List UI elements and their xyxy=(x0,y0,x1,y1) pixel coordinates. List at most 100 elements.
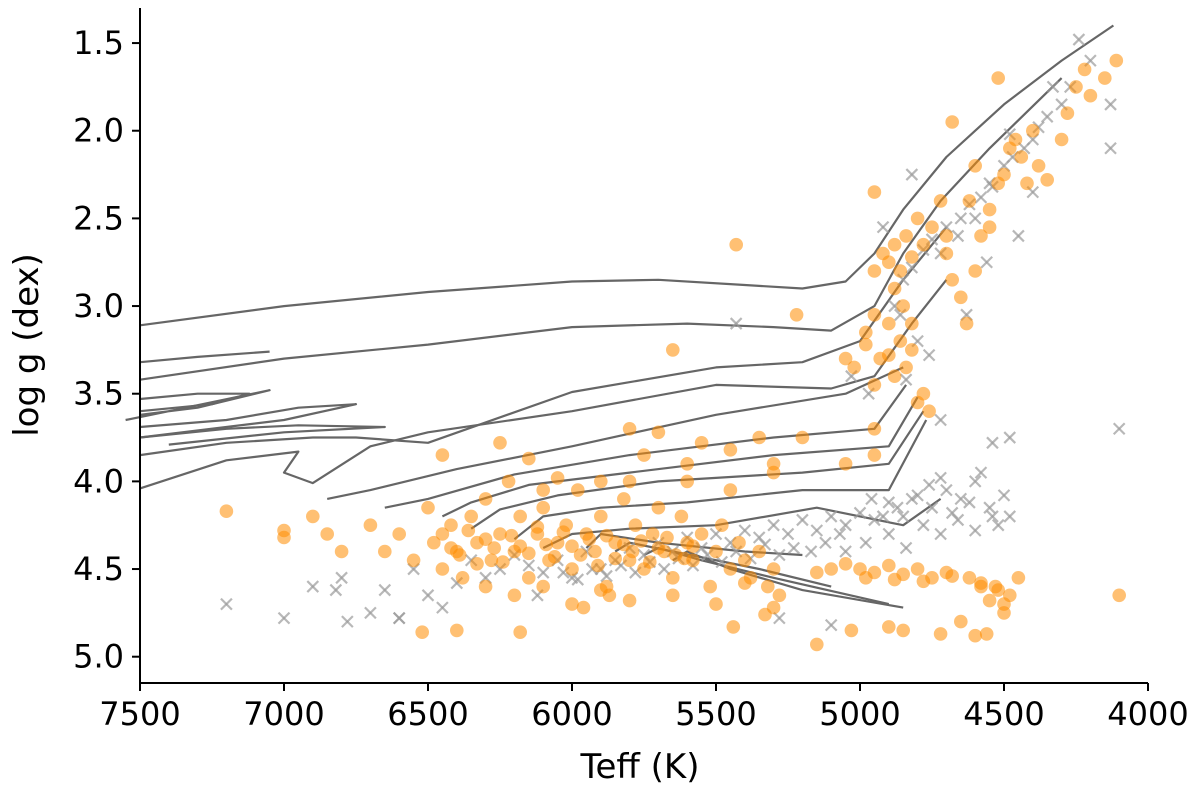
dot-marker-point xyxy=(887,237,902,252)
x-marker-point xyxy=(954,212,968,225)
isochrone-tracks xyxy=(125,24,1115,609)
x-marker-point xyxy=(991,518,1005,532)
dot-marker-point xyxy=(536,483,550,497)
dot-marker-point xyxy=(729,237,743,252)
dot-marker-point xyxy=(556,525,571,539)
dot-marker-point xyxy=(660,530,674,545)
x-marker-point xyxy=(839,545,852,558)
dot-marker-point xyxy=(945,115,959,129)
axes xyxy=(139,8,1148,684)
x-marker-point xyxy=(882,527,896,541)
dot-marker-point xyxy=(637,448,651,462)
dot-marker-point xyxy=(910,562,925,576)
dot-marker-point xyxy=(645,527,660,541)
dot-marker-point xyxy=(694,436,709,450)
x-marker-point xyxy=(522,559,536,572)
x-marker-point xyxy=(1046,80,1060,94)
dot-marker-point xyxy=(674,509,689,524)
dot-marker-point xyxy=(968,159,982,173)
dot-marker-point xyxy=(893,264,908,278)
gray-x-markers xyxy=(220,33,1126,632)
dot-marker-point xyxy=(435,448,450,462)
dot-marker-point xyxy=(867,264,882,278)
dot-marker-point xyxy=(565,562,579,576)
dot-marker-point xyxy=(905,250,919,264)
dot-marker-point xyxy=(1069,80,1083,94)
x-marker-point xyxy=(767,518,780,532)
x-marker-point xyxy=(378,583,392,597)
dot-marker-point xyxy=(945,569,959,583)
dot-marker-point xyxy=(513,509,527,524)
x-marker-point xyxy=(600,569,613,583)
dot-marker-point xyxy=(810,637,824,652)
dot-marker-point xyxy=(452,548,467,562)
dot-marker-point xyxy=(504,528,519,543)
dot-marker-point xyxy=(622,474,637,489)
dot-marker-point xyxy=(709,544,723,559)
dot-marker-point xyxy=(882,255,896,269)
dot-marker-point xyxy=(844,623,859,638)
x-marker-point xyxy=(833,527,847,541)
dot-marker-point xyxy=(882,620,896,634)
dot-marker-point xyxy=(899,360,913,375)
dot-marker-point xyxy=(617,492,631,506)
x-marker-point xyxy=(787,541,801,555)
dot-marker-point xyxy=(939,229,954,243)
dot-marker-point xyxy=(1026,123,1040,138)
isochrone-track-13 xyxy=(470,410,925,530)
dot-marker-point xyxy=(634,534,648,548)
dot-marker-point xyxy=(306,509,320,524)
x-marker-point xyxy=(335,571,348,585)
dot-marker-point xyxy=(694,527,709,541)
dot-marker-point xyxy=(320,527,335,541)
x-marker-point xyxy=(306,580,320,593)
isochrone-track-7 xyxy=(139,424,386,446)
dot-marker-point xyxy=(622,593,637,608)
dot-marker-point xyxy=(651,500,666,515)
x-marker-point xyxy=(899,373,913,386)
y-tick-label: 2.5 xyxy=(73,199,124,237)
dot-marker-point xyxy=(738,576,752,590)
dot-marker-point xyxy=(334,544,349,559)
x-marker-point xyxy=(364,606,377,620)
dot-marker-point xyxy=(732,535,746,550)
dot-marker-point xyxy=(939,246,954,261)
dot-marker-point xyxy=(959,316,974,331)
y-tick-label: 4.0 xyxy=(73,462,124,500)
dot-marker-point xyxy=(723,443,738,457)
dot-marker-point xyxy=(622,422,637,436)
x-marker-point xyxy=(729,317,743,330)
dot-marker-point xyxy=(1020,176,1034,191)
isochrone-track-5 xyxy=(125,389,271,422)
dot-marker-point xyxy=(530,520,545,534)
dot-marker-point xyxy=(573,548,588,562)
dot-marker-point xyxy=(838,457,853,471)
dot-marker-point xyxy=(421,500,435,515)
dot-marker-point xyxy=(899,229,913,243)
y-tick-label: 3.0 xyxy=(73,287,124,325)
dot-marker-point xyxy=(703,579,717,594)
dot-marker-point xyxy=(982,202,997,217)
dot-marker-point xyxy=(550,535,565,550)
dot-marker-point xyxy=(478,532,493,546)
x-marker-point xyxy=(341,615,354,628)
dot-marker-point xyxy=(910,211,925,226)
dot-marker-point xyxy=(859,337,873,352)
dot-marker-point xyxy=(378,544,392,559)
dot-marker-point xyxy=(628,518,643,532)
dot-marker-point xyxy=(539,537,553,552)
dot-marker-point xyxy=(867,448,882,462)
dot-marker-point xyxy=(666,588,680,603)
x-marker-point xyxy=(796,513,809,527)
x-marker-point xyxy=(968,524,982,537)
x-marker-point xyxy=(896,510,910,523)
dot-marker-point xyxy=(867,422,882,436)
x-marker-point xyxy=(421,589,435,602)
x-tick-label: 4000 xyxy=(1107,695,1188,733)
x-marker-point xyxy=(1040,110,1054,123)
dot-marker-point xyxy=(893,334,908,348)
dot-marker-point xyxy=(522,451,536,466)
dot-marker-point xyxy=(501,474,516,489)
dot-marker-point xyxy=(686,539,700,553)
dot-marker-point xyxy=(680,457,694,471)
